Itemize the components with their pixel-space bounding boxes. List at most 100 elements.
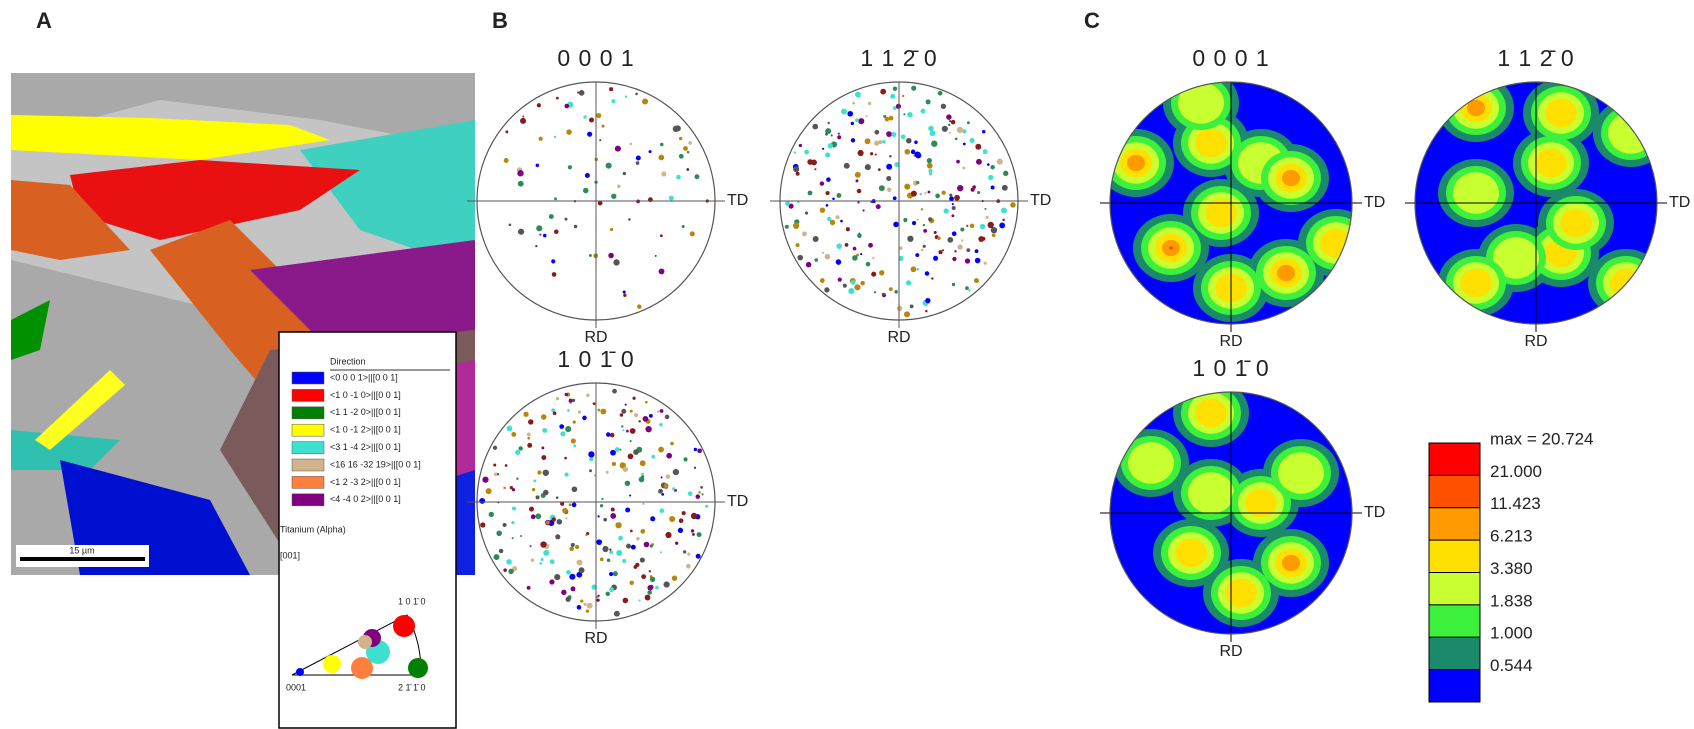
- pole-point: [498, 548, 504, 554]
- pole-point: [515, 449, 521, 455]
- pole-point: [622, 466, 628, 472]
- pole-point: [974, 257, 981, 264]
- pole-point: [889, 154, 892, 158]
- pole-point: [892, 196, 897, 201]
- pole-point: [613, 259, 620, 266]
- td-label: TD: [1030, 192, 1051, 209]
- rd-label: RD: [1219, 333, 1242, 350]
- pole-point: [582, 187, 589, 194]
- pole-point: [571, 398, 576, 403]
- scale-swatch: [1428, 507, 1481, 541]
- pole-point: [619, 413, 624, 417]
- pole-point: [650, 516, 656, 522]
- pole-point: [792, 222, 800, 229]
- pole-point: [912, 221, 917, 226]
- pole-point: [613, 610, 620, 617]
- pole-point: [626, 543, 632, 549]
- pole-point: [852, 101, 855, 105]
- pole-point: [812, 123, 819, 130]
- pole-point: [517, 180, 524, 187]
- pole-point: [795, 243, 800, 248]
- pole-point: [545, 520, 550, 525]
- legend-label: <4 -4 0 2>||[0 0 1]: [330, 494, 401, 504]
- pole-point: [827, 216, 832, 222]
- pole-point: [556, 519, 563, 525]
- ipf-corner: 2 1̄ 1̄ 0: [398, 682, 426, 692]
- pole-point: [943, 208, 949, 214]
- pole-point: [536, 225, 543, 232]
- contour-field: [1415, 82, 1657, 324]
- legend-label: <1 0 -1 0>||[0 0 1]: [330, 390, 401, 400]
- pole-point: [614, 145, 621, 152]
- td-label: TD: [727, 493, 748, 510]
- pole-point: [807, 159, 814, 165]
- pole-point: [858, 118, 865, 125]
- pole-point: [565, 426, 572, 433]
- pole-point: [553, 135, 557, 139]
- pole-point: [612, 388, 617, 394]
- pole-point: [509, 486, 513, 490]
- pole-point: [881, 292, 885, 296]
- pole-point: [979, 223, 986, 230]
- pole-point: [564, 472, 569, 477]
- pole-point: [957, 185, 964, 192]
- pole-point: [535, 245, 538, 248]
- pole-point: [577, 91, 580, 94]
- pole-point: [540, 541, 547, 548]
- pole-point: [938, 250, 943, 255]
- pole-point: [583, 602, 587, 606]
- contour-level: [1128, 442, 1174, 484]
- pole-point: [954, 194, 960, 201]
- pole-point: [482, 476, 489, 483]
- scale-label: 1.000: [1490, 624, 1533, 643]
- pole-point: [503, 486, 506, 490]
- pole-point: [894, 290, 898, 294]
- legend-entries: <0 0 0 1>||[0 0 1] <1 0 -1 0>||[0 0 1] <1 …: [291, 371, 421, 507]
- pole-point: [898, 246, 903, 250]
- pole-point: [611, 461, 616, 467]
- pole-point: [508, 568, 514, 575]
- pole-point: [570, 438, 576, 444]
- pole-point: [506, 425, 513, 432]
- pole-point: [819, 207, 826, 213]
- pole-point: [548, 214, 554, 220]
- contour-level: [1467, 99, 1485, 117]
- pole-point: [502, 522, 507, 527]
- pole-point: [666, 452, 673, 459]
- pole-point: [658, 488, 663, 494]
- pole-point: [954, 137, 958, 141]
- pole-point: [597, 200, 603, 206]
- pole-point: [977, 190, 981, 195]
- pole-point: [960, 239, 964, 242]
- pole-point: [852, 246, 857, 251]
- pole-point: [951, 214, 955, 218]
- pole-outline: [1109, 391, 1353, 635]
- pole-point: [566, 129, 572, 135]
- pole-point: [636, 536, 640, 541]
- pole-point: [551, 517, 556, 522]
- pole-point: [1000, 207, 1007, 214]
- pole-point: [618, 535, 623, 541]
- pole-point: [584, 172, 590, 178]
- pole-point: [549, 559, 555, 565]
- pole-point: [549, 579, 555, 585]
- pole-point: [855, 179, 859, 183]
- pole-point: [663, 483, 669, 489]
- pole-point: [827, 121, 830, 125]
- scale-label: 6.213: [1490, 527, 1533, 546]
- pole-point: [942, 249, 945, 252]
- contour-level: [1178, 82, 1224, 124]
- pole-point: [878, 140, 883, 145]
- scale-swatch: [1428, 604, 1481, 638]
- pole-point: [807, 190, 813, 196]
- pole-point: [966, 121, 970, 125]
- pole-point: [920, 108, 926, 114]
- pole-point: [569, 546, 574, 552]
- pole-point: [933, 255, 939, 261]
- pole-point: [925, 309, 928, 313]
- scale-label: 11.423: [1490, 494, 1541, 513]
- pole-point: [554, 574, 561, 581]
- pole-point: [827, 143, 833, 149]
- pole-point: [592, 402, 596, 406]
